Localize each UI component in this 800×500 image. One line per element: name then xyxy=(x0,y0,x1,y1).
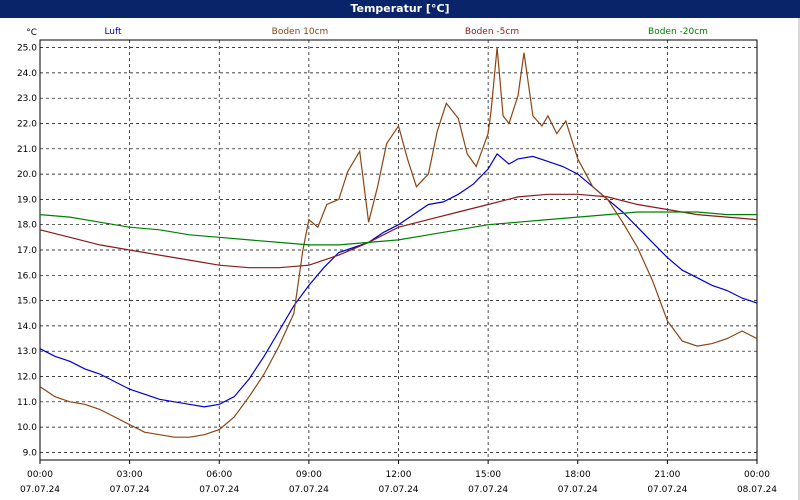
x-tick-date-label: 07.07.24 xyxy=(289,485,329,495)
y-tick-label: 21.0 xyxy=(17,145,37,155)
y-tick-label: 20.0 xyxy=(17,170,37,180)
y-tick-label: 22.0 xyxy=(17,119,37,129)
legend-entry: Boden 10cm xyxy=(272,27,329,37)
y-tick-label: 14.0 xyxy=(17,322,37,332)
y-tick-label: 16.0 xyxy=(17,271,37,281)
y-tick-label: 12.0 xyxy=(17,373,37,383)
x-tick-time-label: 09:00 xyxy=(296,470,322,480)
x-tick-time-label: 12:00 xyxy=(386,470,412,480)
chart-title-bar: Temperatur [°C] xyxy=(0,0,800,18)
temperature-chart: 9.0 10.0 11.0 12.0 13.0 14.0 15.0 16.0 17.0 18.0 1… xyxy=(17,27,777,495)
x-tick-date-label: 07.07.24 xyxy=(558,485,598,495)
y-axis-unit: °C xyxy=(26,28,37,38)
series-line xyxy=(39,152,758,408)
legend-entry: Luft xyxy=(104,27,122,37)
legend-entry: Boden -5cm xyxy=(465,27,519,37)
x-tick-date-label: 07.07.24 xyxy=(199,485,239,495)
y-tick-label: 17.0 xyxy=(17,246,37,256)
y-tick-label: 23.0 xyxy=(17,94,37,104)
x-tick-time-label: 18:00 xyxy=(565,470,591,480)
x-tick-time-label: 00:00 xyxy=(744,470,770,480)
y-tick-label: 13.0 xyxy=(17,347,37,357)
x-tick-date-label: 07.07.24 xyxy=(378,485,418,495)
x-tick-time-label: 03:00 xyxy=(117,470,143,480)
y-tick-label: 19.0 xyxy=(17,195,37,205)
y-tick-label: 11.0 xyxy=(17,398,37,408)
y-tick-label: 24.0 xyxy=(17,69,37,79)
legend-entry: Boden -20cm xyxy=(648,27,708,37)
y-tick-label: 9.0 xyxy=(23,448,38,458)
x-tick-date-label: 07.07.24 xyxy=(20,485,60,495)
x-tick-time-label: 06:00 xyxy=(206,470,232,480)
chart-title: Temperatur [°C] xyxy=(350,2,450,15)
x-tick-date-label: 07.07.24 xyxy=(110,485,150,495)
x-tick-date-label: 07.07.24 xyxy=(468,485,508,495)
x-tick-date-label: 08.07.24 xyxy=(737,485,777,495)
chart-panel: 9.0 10.0 11.0 12.0 13.0 14.0 15.0 16.0 17.0 18.0 1… xyxy=(0,18,800,500)
y-tick-label: 25.0 xyxy=(17,44,37,54)
series-line xyxy=(39,193,758,269)
y-tick-label: 15.0 xyxy=(17,297,37,307)
y-tick-label: 18.0 xyxy=(17,221,37,231)
series-line xyxy=(39,211,757,246)
x-tick-date-label: 07.07.24 xyxy=(647,485,687,495)
x-tick-time-label: 00:00 xyxy=(27,470,53,480)
x-tick-time-label: 15:00 xyxy=(475,470,501,480)
x-tick-time-label: 21:00 xyxy=(654,470,680,480)
y-tick-label: 10.0 xyxy=(17,423,37,433)
